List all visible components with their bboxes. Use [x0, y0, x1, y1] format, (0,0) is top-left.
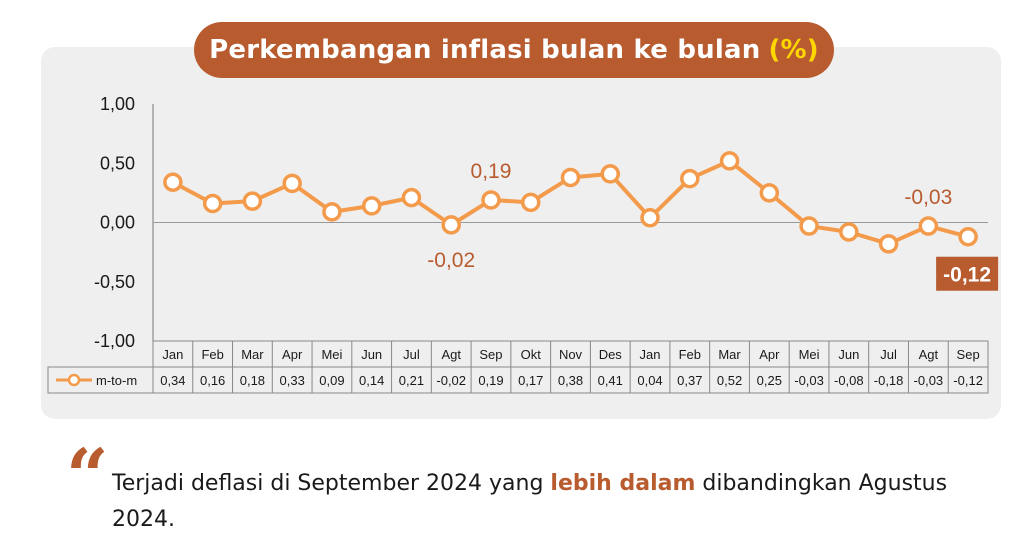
table-value-cell: 0,37	[677, 373, 702, 388]
data-point	[799, 216, 819, 236]
y-tick-label: -1,00	[94, 331, 135, 351]
x-tick-label: Jun	[361, 347, 382, 362]
x-tick-label: Okt	[521, 347, 542, 362]
caption-text-end: dibandingkan Agustus 2024.	[112, 471, 948, 532]
highlight-label-box	[936, 256, 999, 291]
caption-highlight: lebih dalam	[550, 471, 696, 496]
data-point	[322, 202, 342, 222]
table-value-cell: 0,41	[598, 373, 623, 388]
table-value-cell: 0,33	[280, 373, 305, 388]
x-tick-label: Jul	[880, 347, 897, 362]
data-label: 0,19	[471, 160, 512, 183]
table-value-cell: 0,17	[518, 373, 543, 388]
data-point	[878, 234, 899, 254]
data-point	[163, 172, 183, 192]
x-tick-label: Apr	[759, 347, 780, 362]
data-label: -0,02	[427, 249, 475, 272]
data-point	[759, 183, 780, 203]
x-tick-label: Mar	[241, 347, 264, 362]
data-point	[958, 226, 978, 247]
data-point	[839, 222, 859, 242]
legend-marker-icon	[67, 373, 81, 387]
table-value-cell: 0,21	[399, 373, 424, 388]
x-tick-label: Jul	[403, 347, 420, 362]
x-tick-label: Mar	[718, 347, 741, 362]
y-tick-label: 0,50	[100, 153, 135, 173]
data-point	[242, 191, 263, 211]
x-tick-label: Nov	[559, 347, 583, 362]
table-value-cell: 0,09	[319, 373, 344, 388]
x-tick-label: Sep	[479, 347, 502, 362]
y-tick-label: 1,00	[100, 94, 135, 114]
table-value-cell: -0,02	[436, 373, 466, 388]
y-tick-label: -0,50	[94, 272, 135, 292]
table-value-row-border	[47, 366, 989, 394]
table-value-cell: 0,34	[160, 373, 185, 388]
chart-title-text: Perkembangan inflasi bulan ke bulan	[209, 35, 761, 65]
table-value-cell: -0,08	[834, 373, 864, 388]
x-tick-label: Feb	[201, 347, 223, 362]
table-value-cell: -0,18	[874, 373, 904, 388]
x-tick-label: Jan	[640, 347, 661, 362]
table-value-cell: -0,03	[794, 373, 824, 388]
highlight-data-label: -0,12	[943, 264, 991, 287]
table-value-cell: 0,19	[478, 373, 503, 388]
x-tick-label: Feb	[679, 347, 701, 362]
table-value-cell: 0,38	[558, 373, 583, 388]
x-tick-label: Sep	[957, 347, 980, 362]
data-point	[202, 193, 223, 214]
data-point	[282, 173, 302, 194]
caption-text-start: Terjadi deflasi di September 2024 yang	[112, 471, 551, 496]
chart-title: Perkembangan inflasi bulan ke bulan (%)	[194, 22, 834, 78]
caption: Terjadi deflasi di September 2024 yang l…	[112, 466, 992, 538]
table-value-cell: 0,18	[240, 373, 265, 388]
data-point	[520, 192, 541, 213]
x-tick-label: Mei	[321, 347, 342, 362]
data-point	[361, 196, 382, 216]
x-tick-label: Jan	[162, 347, 183, 362]
x-tick-label: Des	[599, 347, 623, 362]
data-point	[719, 151, 740, 171]
table-value-cell: -0,03	[914, 373, 944, 388]
table-value-cell: -0,12	[953, 373, 983, 388]
legend-label: m-to-m	[96, 373, 137, 388]
data-point	[600, 164, 621, 184]
quote-icon: “	[66, 434, 109, 520]
table-value-cell: 0,52	[717, 373, 742, 388]
x-tick-label: Agt	[919, 347, 939, 362]
table-value-cell: 0,04	[637, 373, 662, 388]
chart-title-unit: (%)	[768, 35, 819, 65]
y-tick-label: 0,00	[100, 213, 135, 233]
x-tick-label: Apr	[282, 347, 303, 362]
data-point	[560, 167, 581, 188]
data-point	[401, 187, 422, 208]
table-value-cell: 0,16	[200, 373, 225, 388]
data-point	[640, 208, 660, 228]
data-point	[918, 216, 939, 236]
table-value-cell: 0,25	[757, 373, 782, 388]
x-tick-label: Jun	[838, 347, 859, 362]
data-point	[441, 215, 461, 235]
table-value-cell: 0,14	[359, 373, 384, 388]
data-label: -0,03	[904, 186, 952, 209]
data-point	[481, 190, 501, 210]
x-tick-label: Mei	[799, 347, 820, 362]
data-point	[680, 168, 700, 189]
x-tick-label: Agt	[441, 347, 461, 362]
